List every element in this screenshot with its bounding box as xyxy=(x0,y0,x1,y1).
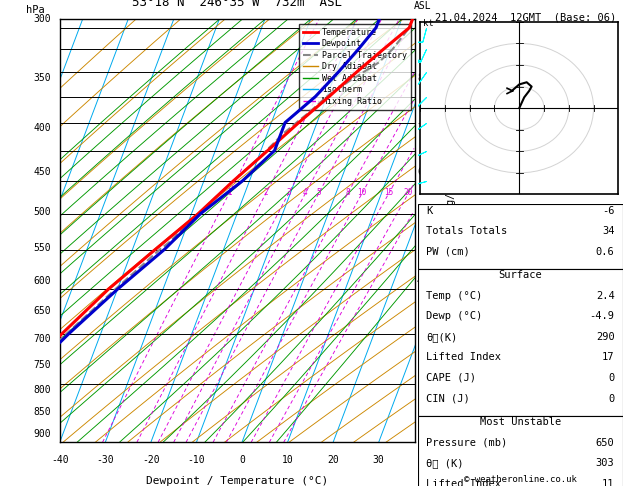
Text: 15: 15 xyxy=(384,189,393,197)
Text: -4.9: -4.9 xyxy=(589,311,615,321)
Text: 0: 0 xyxy=(608,394,615,403)
Text: 53°18'N  246°35'W  732m  ASL: 53°18'N 246°35'W 732m ASL xyxy=(133,0,342,9)
Text: 500: 500 xyxy=(33,207,51,217)
Text: 1: 1 xyxy=(417,429,423,439)
Text: 4: 4 xyxy=(303,189,308,197)
Text: 650: 650 xyxy=(33,306,51,316)
Text: 0.6: 0.6 xyxy=(596,247,615,257)
Text: 850: 850 xyxy=(33,407,51,417)
Text: -6: -6 xyxy=(602,206,615,215)
Text: 600: 600 xyxy=(33,276,51,286)
Text: LCL: LCL xyxy=(417,394,433,403)
Text: km
ASL: km ASL xyxy=(413,0,431,11)
Text: 4: 4 xyxy=(417,276,423,286)
Text: 2: 2 xyxy=(417,384,423,395)
Text: 20: 20 xyxy=(404,189,413,197)
Text: θᴇ (K): θᴇ (K) xyxy=(426,458,464,468)
Text: 290: 290 xyxy=(596,332,615,342)
Text: 900: 900 xyxy=(33,429,51,439)
Text: 0: 0 xyxy=(608,373,615,383)
Text: -20: -20 xyxy=(142,455,160,465)
Text: 7: 7 xyxy=(417,123,423,133)
Text: 1: 1 xyxy=(226,189,231,197)
Text: 300: 300 xyxy=(33,15,51,24)
Text: 8: 8 xyxy=(345,189,350,197)
Text: Temp (°C): Temp (°C) xyxy=(426,291,482,301)
Text: Mixing Ratio (g/kg): Mixing Ratio (g/kg) xyxy=(446,175,455,287)
Text: 5: 5 xyxy=(316,189,321,197)
Text: 10: 10 xyxy=(357,189,367,197)
Text: Totals Totals: Totals Totals xyxy=(426,226,508,236)
Bar xyxy=(418,204,623,269)
Text: 450: 450 xyxy=(33,168,51,177)
Text: 21.04.2024  12GMT  (Base: 06): 21.04.2024 12GMT (Base: 06) xyxy=(435,12,616,22)
Text: 5: 5 xyxy=(417,243,423,253)
Bar xyxy=(418,416,623,486)
Text: Dewp (°C): Dewp (°C) xyxy=(426,311,482,321)
Text: kt: kt xyxy=(423,19,433,28)
Text: 20: 20 xyxy=(327,455,339,465)
Text: 3: 3 xyxy=(286,189,291,197)
Text: CAPE (J): CAPE (J) xyxy=(426,373,476,383)
Text: 30: 30 xyxy=(373,455,384,465)
Legend: Temperature, Dewpoint, Parcel Trajectory, Dry Adiabat, Wet Adiabat, Isotherm, Mi: Temperature, Dewpoint, Parcel Trajectory… xyxy=(299,24,411,110)
Text: 650: 650 xyxy=(596,437,615,448)
Text: Pressure (mb): Pressure (mb) xyxy=(426,437,508,448)
Text: hPa: hPa xyxy=(26,5,44,15)
Text: 3: 3 xyxy=(417,334,423,344)
Text: -30: -30 xyxy=(96,455,114,465)
Text: Dewpoint / Temperature (°C): Dewpoint / Temperature (°C) xyxy=(147,476,328,486)
Text: 2: 2 xyxy=(264,189,268,197)
Text: 750: 750 xyxy=(33,360,51,370)
Text: 10: 10 xyxy=(282,455,294,465)
Text: 303: 303 xyxy=(596,458,615,468)
Text: CIN (J): CIN (J) xyxy=(426,394,470,403)
Text: -40: -40 xyxy=(51,455,69,465)
Text: 550: 550 xyxy=(33,243,51,253)
Text: 11: 11 xyxy=(602,479,615,486)
Text: 400: 400 xyxy=(33,123,51,133)
Text: 8: 8 xyxy=(417,72,423,83)
Text: 6: 6 xyxy=(417,168,423,177)
Text: 34: 34 xyxy=(602,226,615,236)
Text: © weatheronline.co.uk: © weatheronline.co.uk xyxy=(464,475,577,484)
Text: 17: 17 xyxy=(602,352,615,363)
Text: -10: -10 xyxy=(187,455,205,465)
Text: 700: 700 xyxy=(33,334,51,344)
Text: 800: 800 xyxy=(33,384,51,395)
Bar xyxy=(418,269,623,416)
Text: Surface: Surface xyxy=(499,270,542,280)
Text: K: K xyxy=(426,206,433,215)
Text: 0: 0 xyxy=(239,455,245,465)
Text: Lifted Index: Lifted Index xyxy=(426,352,501,363)
Text: 350: 350 xyxy=(33,72,51,83)
Text: Lifted Index: Lifted Index xyxy=(426,479,501,486)
Text: PW (cm): PW (cm) xyxy=(426,247,470,257)
Text: θᴇ(K): θᴇ(K) xyxy=(426,332,458,342)
Text: Most Unstable: Most Unstable xyxy=(480,417,561,427)
Text: 2.4: 2.4 xyxy=(596,291,615,301)
